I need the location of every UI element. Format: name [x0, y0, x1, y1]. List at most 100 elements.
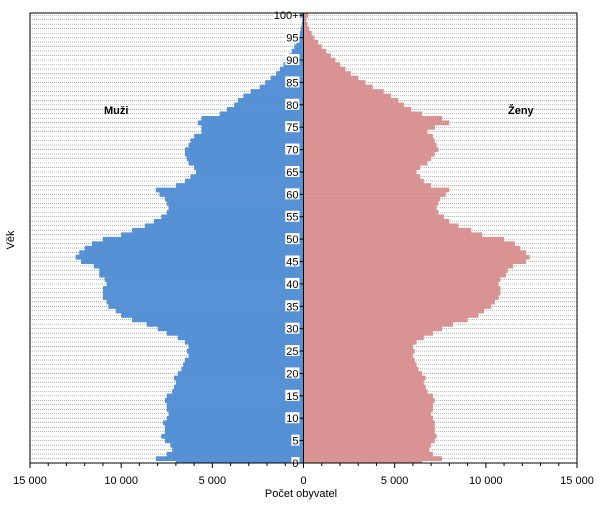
male-bar — [190, 138, 304, 144]
female-bar — [303, 420, 435, 426]
male-bar — [276, 71, 304, 76]
male-bar — [188, 142, 304, 148]
female-bar — [303, 183, 432, 188]
female-bar — [303, 295, 499, 300]
female-bar — [303, 84, 373, 90]
age-label-bg — [285, 210, 300, 222]
male-side-label: Muži — [104, 105, 128, 117]
female-bar — [303, 138, 435, 144]
male-bar — [102, 290, 304, 296]
female-series — [303, 13, 530, 464]
age-label-bg — [285, 31, 300, 43]
male-bar — [161, 433, 304, 439]
age-label-bg — [285, 98, 300, 110]
male-bar — [108, 304, 304, 309]
female-bar — [303, 330, 433, 336]
age-label-bg — [285, 345, 300, 357]
male-bar — [184, 178, 304, 184]
female-bar — [303, 129, 428, 135]
x-tick-label: 5 000 — [199, 475, 227, 487]
female-bar — [303, 424, 435, 430]
age-tick-label: 70 — [286, 145, 298, 157]
male-bar — [166, 415, 304, 421]
female-bar — [303, 272, 506, 278]
female-bar — [303, 281, 499, 287]
age-label-bg — [285, 389, 300, 401]
female-bar — [303, 30, 312, 36]
female-bar — [303, 80, 366, 85]
male-bar — [115, 308, 304, 314]
female-bar — [303, 438, 435, 444]
male-bar — [174, 375, 304, 381]
male-bar — [194, 165, 304, 171]
male-bar — [250, 89, 304, 94]
female-bar — [303, 66, 346, 72]
x-tick-label: 15 000 — [13, 475, 47, 487]
male-bar — [201, 129, 304, 135]
female-bar — [303, 384, 426, 390]
male-bar — [166, 402, 304, 408]
female-bar — [303, 344, 413, 350]
female-bar — [303, 433, 437, 439]
male-bar — [177, 371, 304, 376]
male-bar — [226, 107, 304, 112]
female-bar — [303, 286, 501, 291]
age-label-bg — [272, 9, 300, 21]
male-bar — [172, 389, 304, 394]
age-tick-label: 95 — [286, 33, 298, 45]
male-bar — [166, 393, 304, 399]
female-bar — [303, 57, 336, 63]
age-label-bg — [285, 367, 300, 379]
age-tick-label: 25 — [286, 346, 298, 358]
male-bar — [106, 281, 304, 287]
female-bar — [303, 456, 443, 462]
female-bar — [303, 415, 433, 421]
male-bar — [164, 438, 304, 444]
age-tick-labels: 0 5 10 15 20 25 30 35 40 45 50 55 60 65 70 75 80 85 90 95 10… — [272, 9, 304, 470]
female-bar — [303, 115, 443, 121]
age-label-bg — [285, 143, 300, 155]
female-bar — [303, 321, 454, 327]
male-bar — [194, 133, 304, 139]
female-bar — [303, 169, 417, 175]
male-bar — [159, 192, 304, 197]
female-bar — [303, 205, 437, 211]
female-bar — [303, 218, 450, 224]
female-bar — [303, 39, 319, 45]
female-bar — [303, 254, 530, 260]
female-bar — [303, 375, 426, 381]
female-bar — [303, 398, 435, 403]
female-bar — [303, 304, 492, 309]
female-bar — [303, 174, 421, 179]
x-tick-label: 15 000 — [560, 475, 594, 487]
female-bar — [303, 98, 399, 103]
male-bar — [166, 201, 304, 206]
female-bar — [303, 389, 428, 394]
age-tick-label: 55 — [286, 212, 298, 224]
male-bar — [155, 456, 304, 462]
female-bar — [303, 362, 417, 368]
female-bar — [303, 89, 384, 94]
female-bar — [303, 210, 439, 215]
male-bar — [168, 205, 304, 211]
male-bar — [195, 169, 304, 175]
male-bar — [188, 160, 304, 166]
female-bar — [303, 236, 505, 242]
female-bar — [303, 147, 439, 153]
male-bar — [175, 460, 304, 464]
age-label-bg — [285, 121, 300, 133]
female-bar — [303, 133, 433, 139]
male-bar — [99, 268, 304, 274]
male-bar — [184, 357, 304, 363]
male-bar — [259, 84, 304, 90]
male-bar — [84, 245, 304, 251]
female-bar — [303, 17, 307, 23]
age-tick-label: 100+ — [274, 10, 299, 22]
age-tick-label: 50 — [286, 234, 298, 246]
male-bar — [174, 384, 304, 390]
age-label-bg — [285, 322, 300, 334]
age-tick-label: 65 — [286, 167, 298, 179]
male-bar — [184, 339, 304, 345]
male-bar — [166, 407, 304, 412]
male-bar — [177, 335, 304, 341]
